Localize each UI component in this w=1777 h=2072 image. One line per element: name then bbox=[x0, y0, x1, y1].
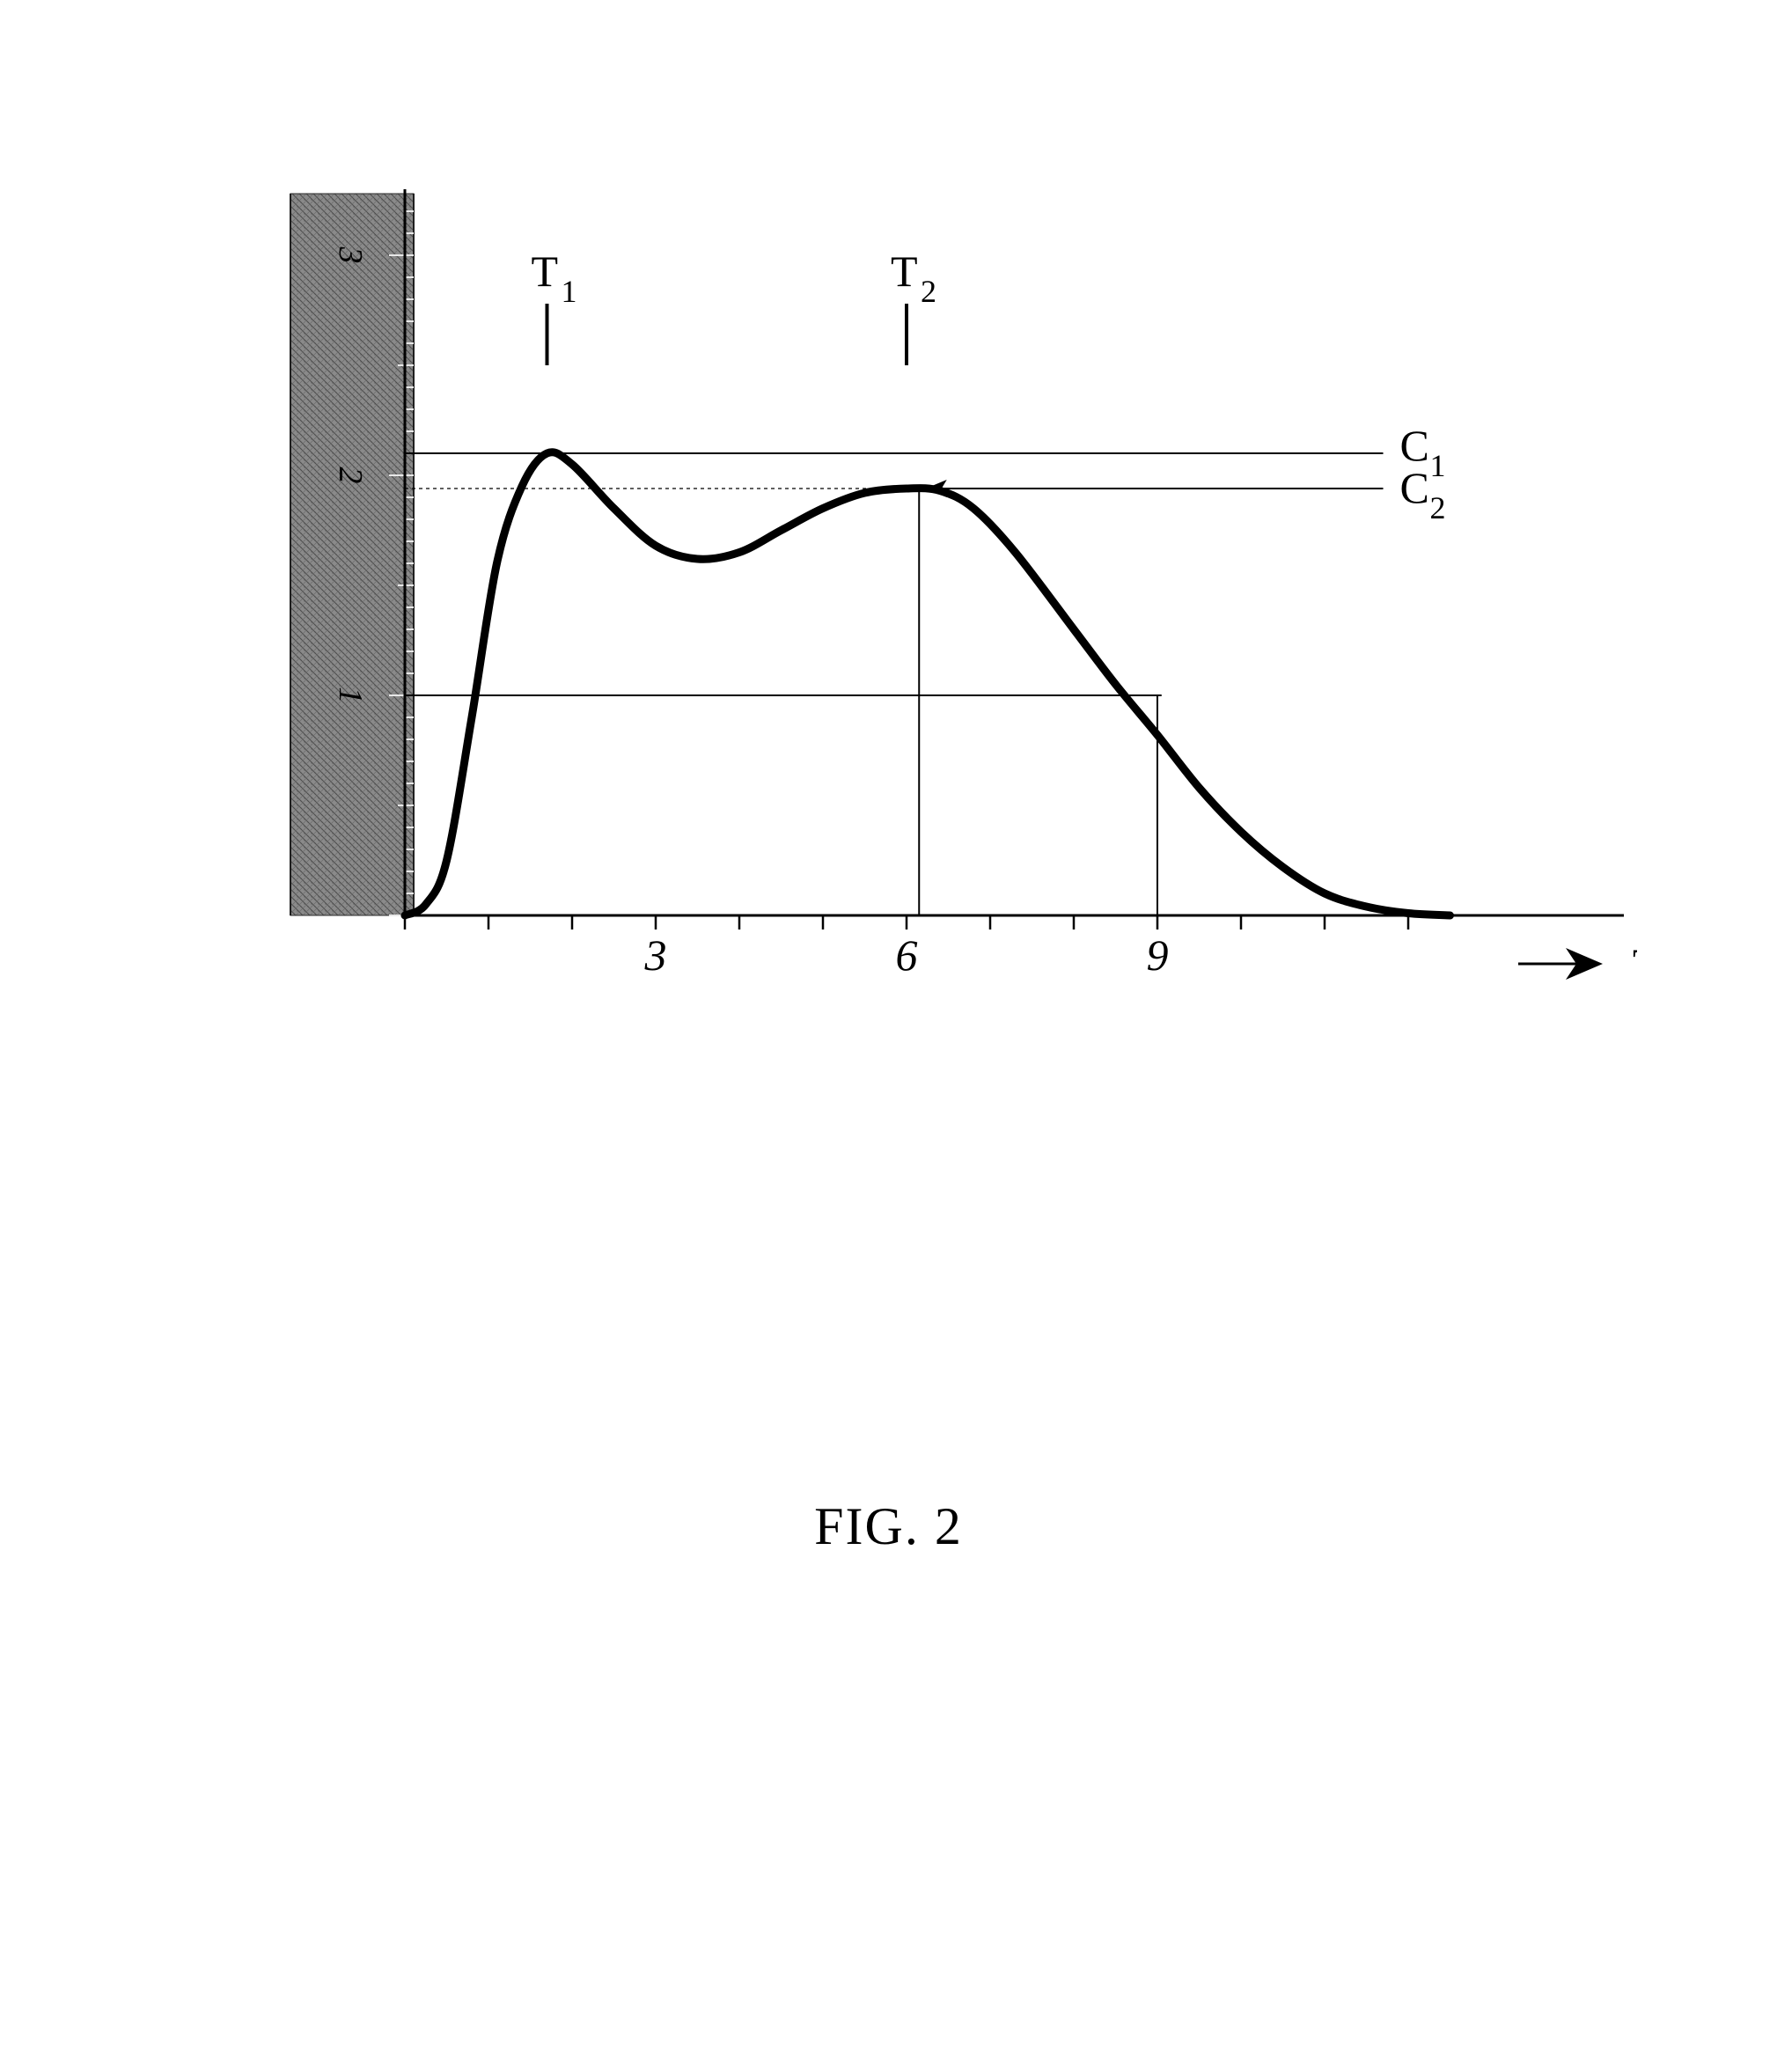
x-tick-label-9: 9 bbox=[1147, 930, 1169, 980]
concentration-curve bbox=[405, 452, 1450, 915]
c2-sub: 2 bbox=[1430, 490, 1446, 525]
x-tick-label-3: 3 bbox=[644, 930, 667, 980]
plot-content: 123369TC1C2T1T2 bbox=[290, 189, 1637, 988]
t1-label: T bbox=[532, 246, 559, 296]
y-tick-label-3: 3 bbox=[332, 246, 369, 264]
page-container: 123369TC1C2T1T2 FIG. 2 bbox=[0, 0, 1777, 2072]
t1-sub: 1 bbox=[562, 274, 577, 309]
x-tick-label-6: 6 bbox=[896, 930, 918, 980]
c2-label: C bbox=[1400, 463, 1429, 512]
figure-caption: FIG. 2 bbox=[0, 1496, 1777, 1557]
y-tick-label-1: 1 bbox=[332, 687, 369, 704]
figure-svg: 123369TC1C2T1T2 bbox=[141, 141, 1637, 1109]
t2-label: T bbox=[891, 246, 918, 296]
x-axis-label: T bbox=[1633, 939, 1637, 988]
t2-sub: 2 bbox=[921, 274, 936, 309]
y-axis-hatched-ruler bbox=[290, 194, 414, 915]
c1-sub: 1 bbox=[1430, 448, 1446, 483]
y-tick-label-2: 2 bbox=[332, 467, 369, 484]
